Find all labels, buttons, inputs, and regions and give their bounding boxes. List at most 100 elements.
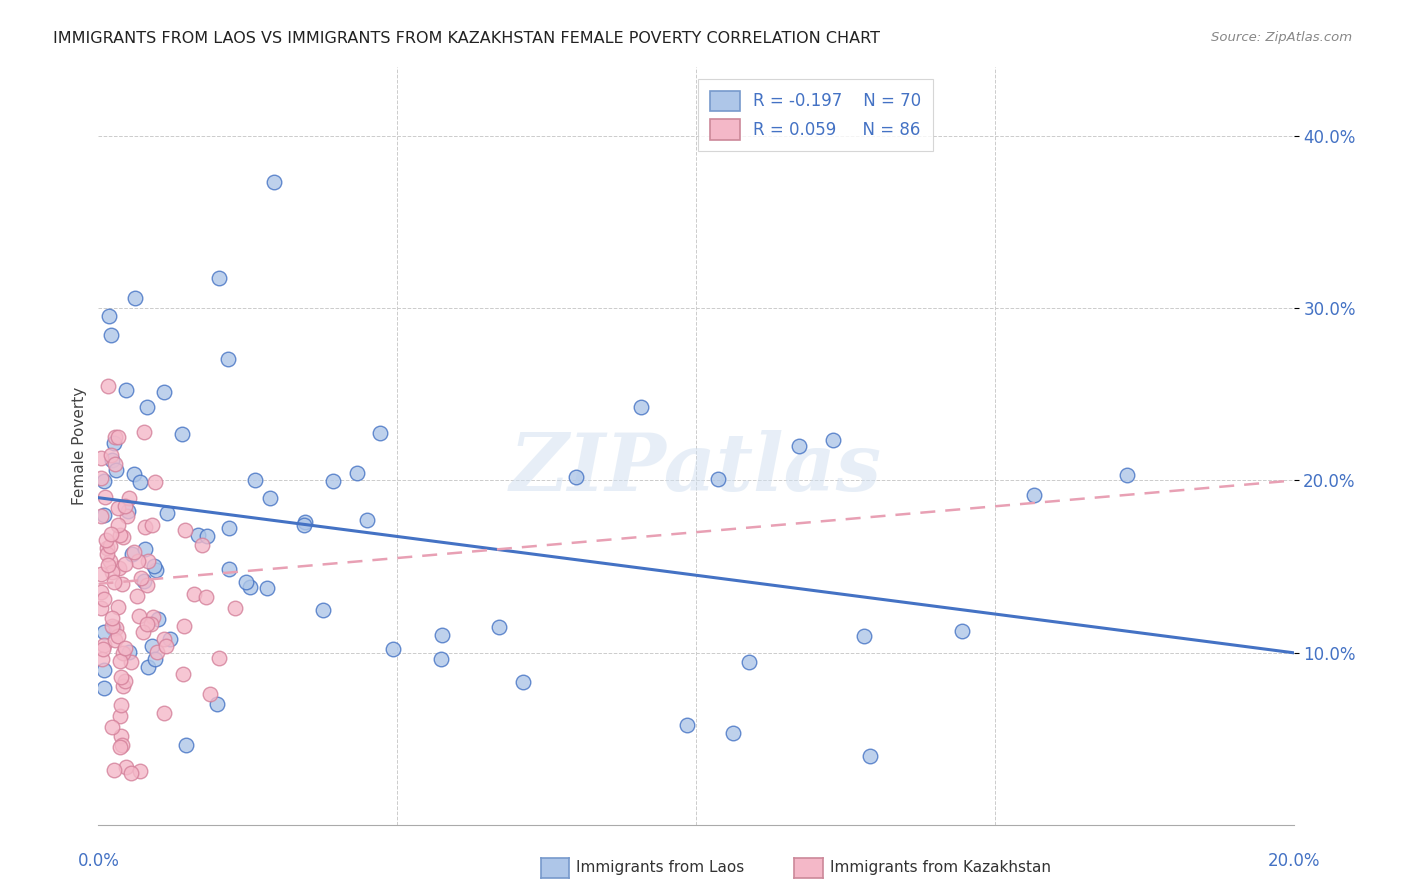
Point <box>117 504 139 518</box>
Point <box>235 575 257 590</box>
Point <box>208 271 231 285</box>
Point <box>173 619 195 633</box>
Point <box>100 720 122 734</box>
Point <box>707 472 730 486</box>
Point <box>90 585 112 599</box>
Point <box>143 558 166 573</box>
Point <box>90 652 112 666</box>
Point <box>97 558 120 572</box>
Point <box>112 680 135 694</box>
Text: Source: ZipAtlas.com: Source: ZipAtlas.com <box>1212 31 1353 45</box>
Point <box>122 467 145 481</box>
Point <box>115 509 138 524</box>
Point <box>107 518 129 533</box>
Point <box>93 663 115 677</box>
Text: Immigrants from Kazakhstan: Immigrants from Kazakhstan <box>830 860 1050 874</box>
Point <box>145 475 167 489</box>
Point <box>114 499 136 513</box>
Text: 0.0%: 0.0% <box>77 852 120 870</box>
Point <box>120 766 142 780</box>
Point <box>191 538 214 552</box>
Point <box>145 563 167 577</box>
Point <box>142 609 165 624</box>
Point <box>312 603 335 617</box>
Point <box>96 547 118 561</box>
Point <box>125 589 148 603</box>
Point <box>488 620 510 634</box>
Text: Immigrants from Laos: Immigrants from Laos <box>576 860 745 874</box>
Text: IMMIGRANTS FROM LAOS VS IMMIGRANTS FROM KAZAKHSTAN FEMALE POVERTY CORRELATION CH: IMMIGRANTS FROM LAOS VS IMMIGRANTS FROM … <box>53 31 880 46</box>
Point <box>187 527 209 541</box>
Point <box>107 430 129 444</box>
Point <box>174 738 197 752</box>
Point <box>155 639 177 653</box>
Point <box>136 554 159 568</box>
Point <box>93 625 115 640</box>
Point <box>103 575 125 590</box>
Point <box>96 541 118 556</box>
Point <box>128 764 150 779</box>
Point <box>107 501 129 516</box>
Point <box>93 508 115 522</box>
Point <box>94 533 117 547</box>
Point <box>108 739 131 754</box>
Point <box>134 574 156 589</box>
Point <box>93 681 115 695</box>
Point <box>127 553 149 567</box>
Point <box>120 655 142 669</box>
Point <box>100 448 122 462</box>
Point <box>110 654 132 668</box>
Point <box>146 612 169 626</box>
Point <box>243 473 266 487</box>
Point <box>721 726 744 740</box>
Point <box>93 642 115 657</box>
Point <box>97 379 120 393</box>
Point <box>565 469 588 483</box>
Point <box>294 515 316 529</box>
Point <box>789 439 811 453</box>
Point <box>111 646 134 660</box>
Point <box>114 673 136 688</box>
Point <box>135 577 157 591</box>
Point <box>630 401 652 415</box>
Point <box>263 175 285 189</box>
Point <box>205 697 228 711</box>
Point <box>675 718 697 732</box>
Point <box>129 475 152 489</box>
Point <box>381 641 404 656</box>
Point <box>432 628 454 642</box>
Point <box>93 592 115 607</box>
Point <box>198 687 221 701</box>
Point <box>90 509 112 524</box>
Point <box>104 633 127 648</box>
Point <box>107 599 129 614</box>
Point <box>224 600 246 615</box>
Point <box>103 763 125 777</box>
Point <box>108 561 131 575</box>
Point <box>141 640 163 654</box>
Point <box>823 433 845 447</box>
Point <box>104 621 127 635</box>
Point <box>152 632 174 646</box>
Point <box>172 667 194 681</box>
Text: ZIPatlas: ZIPatlas <box>510 430 882 508</box>
Point <box>124 291 146 305</box>
Point <box>346 466 368 480</box>
Point <box>118 645 141 659</box>
Point <box>93 639 115 653</box>
Point <box>108 709 131 723</box>
Point <box>124 544 146 558</box>
Point <box>183 587 205 601</box>
Point <box>143 652 166 666</box>
Point <box>100 619 122 633</box>
Point <box>153 384 176 399</box>
Point <box>100 452 122 467</box>
Point <box>111 738 134 752</box>
Point <box>218 562 240 576</box>
Point <box>141 517 163 532</box>
Point <box>93 474 115 488</box>
Point <box>100 327 122 342</box>
Point <box>112 530 135 544</box>
Point <box>90 451 112 466</box>
Point <box>139 616 162 631</box>
